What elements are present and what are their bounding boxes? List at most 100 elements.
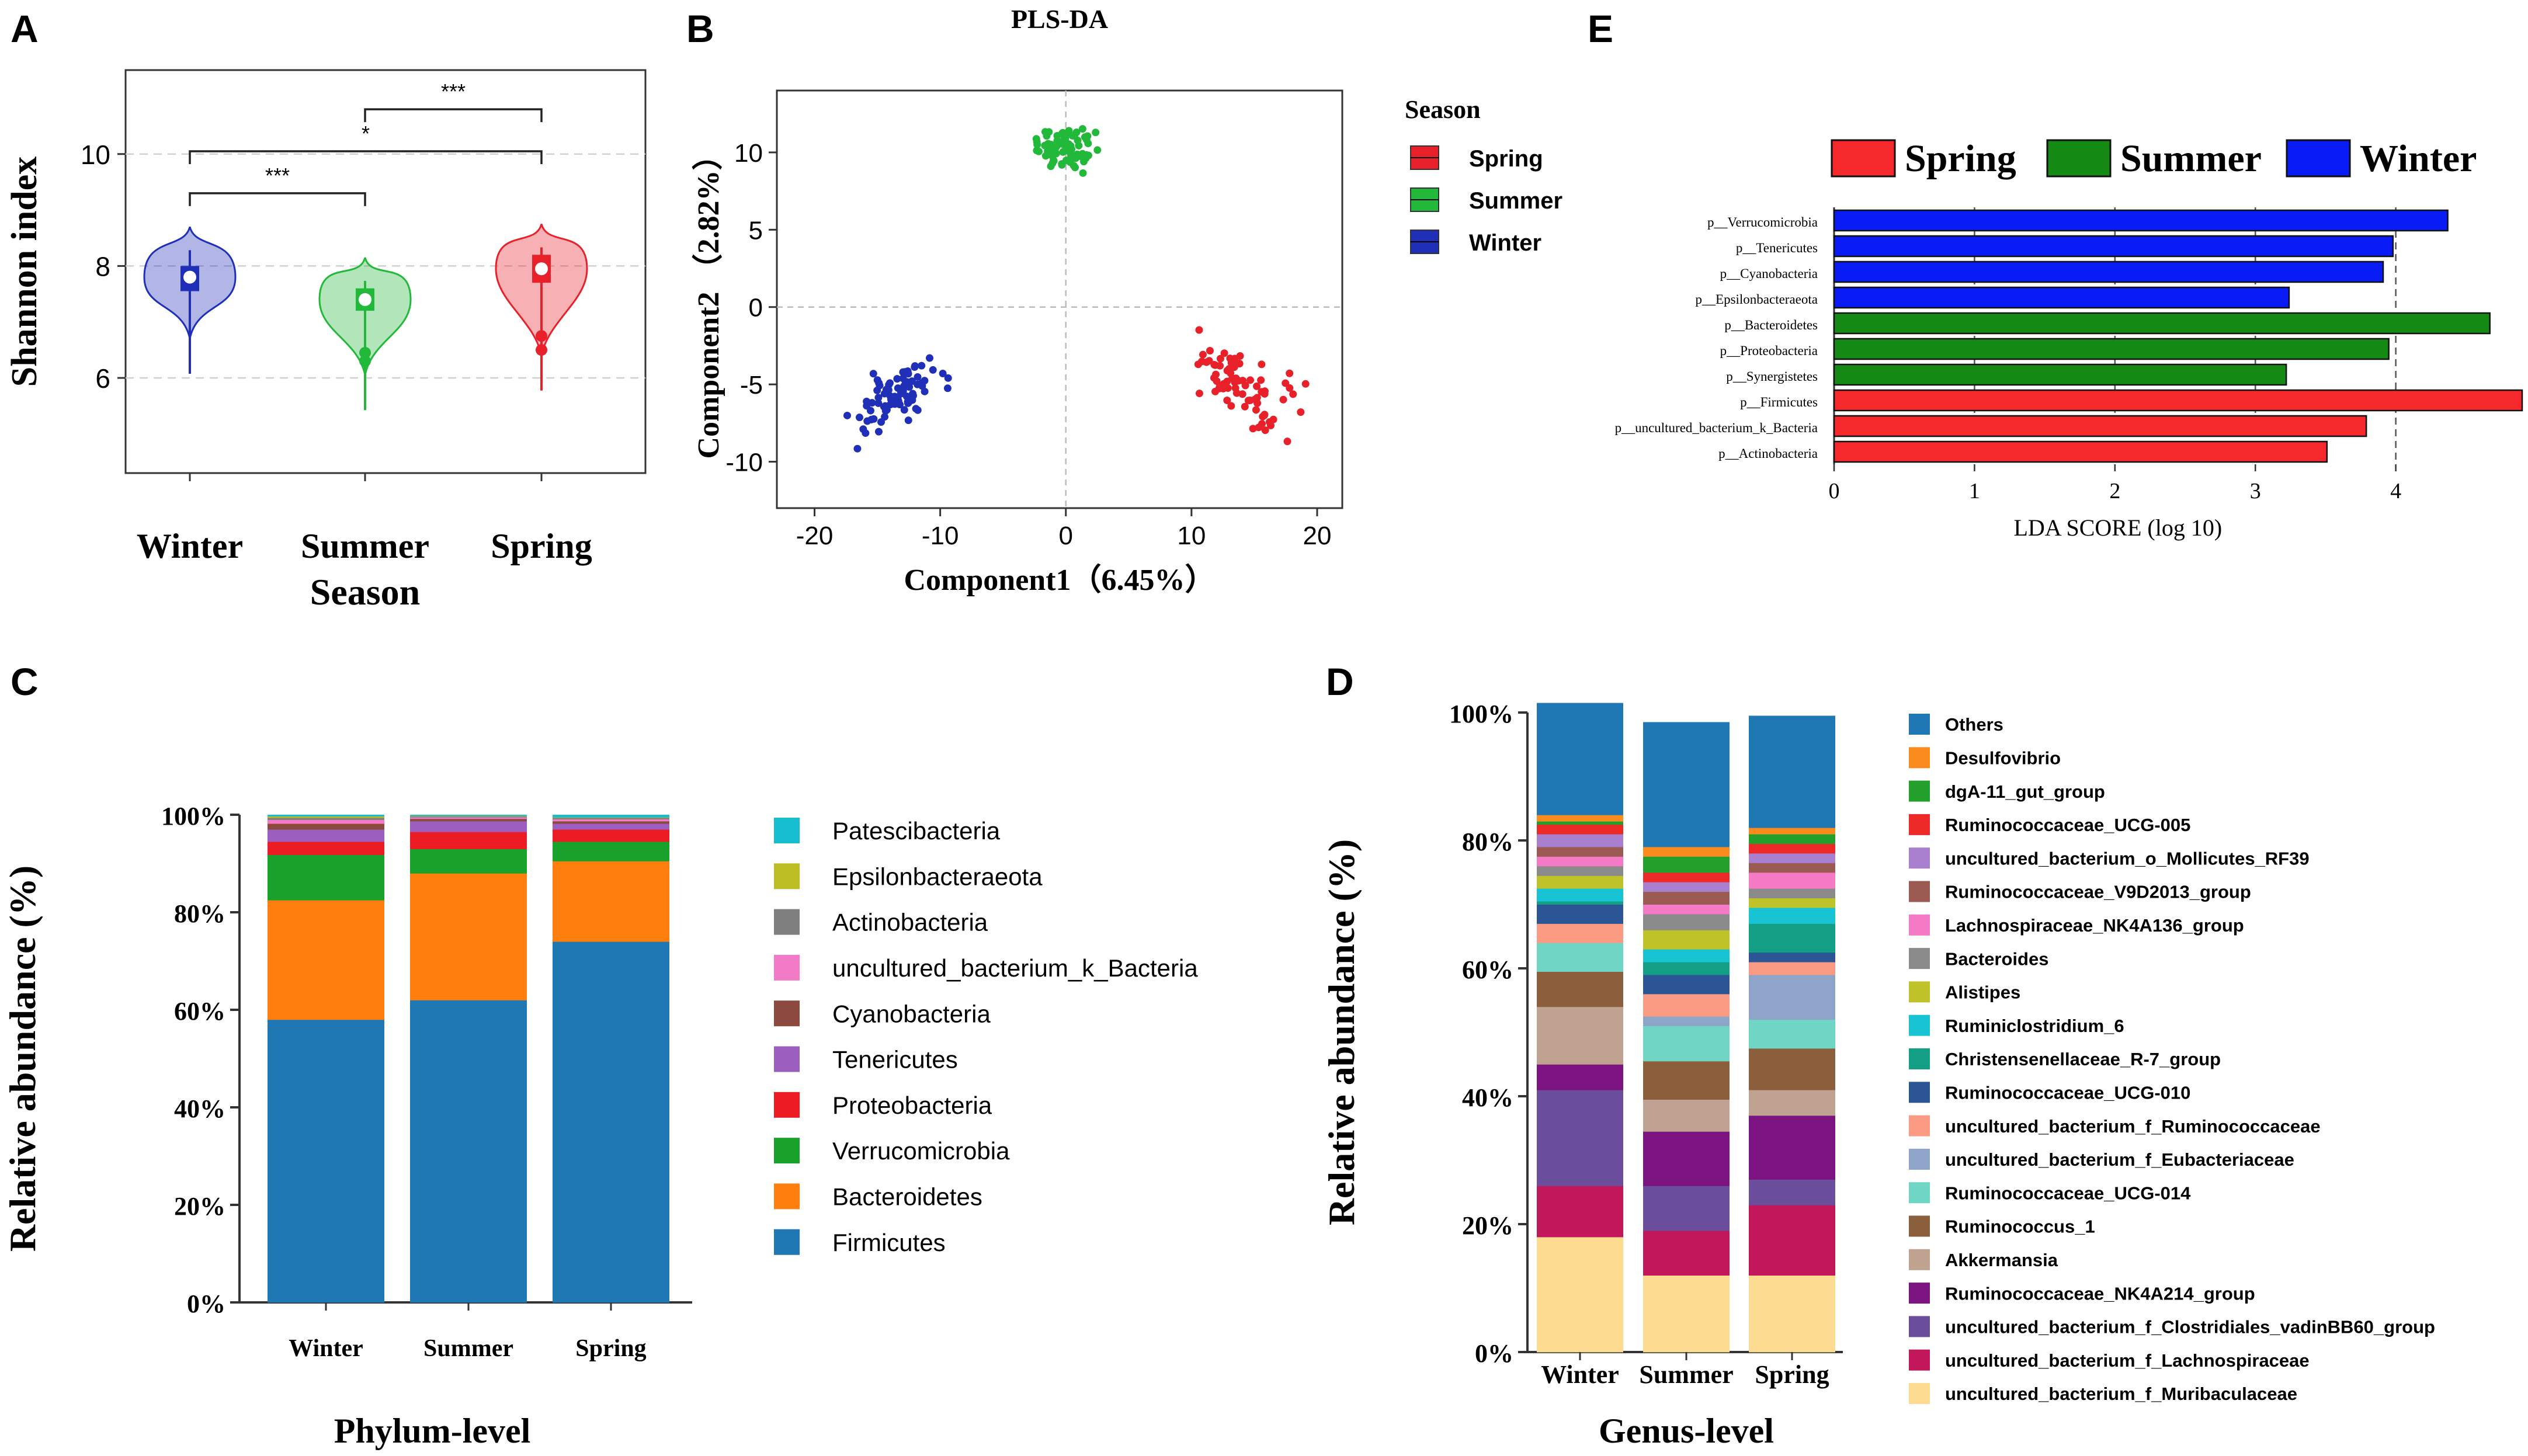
x-axis-title: Component1（6.45%）: [904, 563, 1215, 597]
bar-segment-ruminococcaceae-nk4a214-group: [1643, 1131, 1730, 1186]
point-spring: [1241, 402, 1249, 411]
y-tick-label: 100%: [161, 802, 225, 830]
point-winter: [918, 362, 926, 370]
legend-swatch-others: [1909, 714, 1930, 735]
bar-segment-desulfovibrio: [1749, 828, 1835, 835]
legend-label-dga-11-gut-group: dgA-11_gut_group: [1945, 781, 2105, 802]
point-winter: [899, 374, 907, 383]
point-winter: [904, 416, 912, 425]
point-summer: [1071, 164, 1079, 172]
legend-swatch-proteobacteria: [774, 1092, 800, 1118]
x-tick-label-summer: Summer: [1639, 1360, 1733, 1389]
y-tick-label: 10: [734, 139, 763, 168]
bar-segment-ruminococcaceae-ucg-010: [1749, 952, 1835, 962]
bar-segment-alistipes: [1749, 898, 1835, 908]
point-summer: [1093, 146, 1102, 154]
legend-label-ruminococcaceae-ucg-005: Ruminococcaceae_UCG-005: [1945, 815, 2190, 835]
point-spring: [1260, 390, 1269, 398]
y-tick-label: 5: [749, 216, 763, 245]
legend-label-patescibacteria: Patescibacteria: [832, 817, 1001, 845]
legend-label-lachnospiraceae-nk4a136-group: Lachnospiraceae_NK4A136_group: [1945, 915, 2244, 936]
legend-swatch-actinobacteria: [774, 909, 800, 935]
legend-swatch-bacteroides: [1909, 948, 1930, 969]
x-tick-label: 1: [1969, 479, 1980, 503]
point-spring: [1216, 355, 1224, 363]
panel-label-c: C: [11, 660, 39, 703]
legend-label-uncultured-bacterium-f-eubacteriaceae: uncultured_bacterium_f_Eubacteriaceae: [1945, 1149, 2294, 1170]
point-winter: [921, 387, 929, 395]
y-tick-label: 80%: [174, 899, 225, 928]
bar-segment-ruminococcaceae-ucg-005: [1643, 872, 1730, 882]
x-tick-label: 4: [2390, 479, 2401, 503]
bar-segment-uncultured-bacterium-f-lachnospiraceae: [1537, 1186, 1623, 1238]
point-summer: [1033, 147, 1041, 155]
point-spring: [1239, 377, 1247, 385]
point-spring: [1231, 384, 1239, 392]
legend-label-christensenellaceae-r-7-group: Christensenellaceae_R-7_group: [1945, 1049, 2221, 1069]
bar-segment-lachnospiraceae-nk4a136-group: [1749, 872, 1835, 889]
bar-segment-uncultured-bacterium-f-ruminococcaceae: [1749, 962, 1835, 975]
bar-segment-firmicutes: [553, 941, 669, 1303]
y-tick-label: 60%: [1462, 955, 1513, 984]
bar-segment-actinobacteria: [268, 818, 384, 820]
legend-swatch-ruminiclostridium-6: [1909, 1014, 1930, 1036]
point-winter: [899, 368, 907, 376]
bar-p-actinobacteria: [1833, 440, 2328, 463]
bar-segment-patescibacteria: [268, 815, 384, 817]
legend-swatch-bacteroidetes: [774, 1183, 800, 1210]
point-winter: [944, 374, 952, 382]
x-tick-label: 2: [2109, 479, 2120, 503]
point-winter: [869, 370, 877, 378]
category-label-p-synergistetes: p__Synergistetes: [1726, 369, 1818, 384]
bar-segment-bacteroidetes: [553, 861, 669, 942]
point-spring: [1269, 415, 1277, 423]
point-spring: [1252, 406, 1260, 414]
point-spring: [1230, 363, 1238, 371]
legend-swatch-uncultured-bacterium-f-ruminococcaceae: [1909, 1115, 1930, 1137]
legend-swatch-uncultured-bacterium-f-lachnospiraceae: [1909, 1349, 1930, 1371]
legend-label-actinobacteria: Actinobacteria: [832, 909, 988, 936]
point-spring: [1246, 376, 1254, 384]
significance-bracket: [364, 108, 543, 123]
outlier-point: [536, 330, 547, 342]
bar-segment-desulfovibrio: [1643, 846, 1730, 857]
bar-segment-bacteroides: [1537, 866, 1623, 876]
bar-p-epsilonbacteraeota: [1833, 286, 2290, 309]
bar-segment-ruminococcaceae-v9d2013-group: [1749, 863, 1835, 873]
point-spring: [1195, 390, 1203, 398]
bar-segment-ruminococcaceae-nk4a214-group: [1537, 1064, 1623, 1090]
point-spring: [1286, 369, 1294, 377]
bar-segment-uncultured-bacterium-f-eubacteriaceae: [1643, 1016, 1730, 1027]
bar-p-proteobacteria: [1833, 338, 2390, 360]
point-spring: [1227, 402, 1235, 410]
point-winter: [874, 428, 883, 436]
point-summer: [1060, 147, 1068, 155]
bar-segment-ruminococcus-1: [1643, 1061, 1730, 1100]
bar-segment-bacteroidetes: [410, 873, 527, 1000]
legend-label-spring: Spring: [1469, 146, 1543, 172]
bar-segment-uncultured-bacterium-f-lachnospiraceae: [1643, 1230, 1730, 1276]
bar-segment-uncultured-bacterium-k-bacteria: [268, 819, 384, 824]
y-tick-label: 20%: [174, 1192, 225, 1221]
legend-label-bacteroides: Bacteroides: [1945, 948, 2048, 969]
bar-segment-actinobacteria: [553, 818, 669, 820]
point-winter: [914, 373, 922, 381]
y-tick-label: 20%: [1462, 1211, 1513, 1240]
legend-swatch-patescibacteria: [774, 818, 800, 843]
panel-b-plsda-chart: PLS-DA -20 -10 0 10 20 -10 -5 0 5 10 Component1（6.4…: [692, 4, 1562, 597]
x-axis-title: Season: [310, 571, 421, 613]
point-winter: [896, 401, 904, 409]
bar-segment-dga-11-gut-group: [1749, 834, 1835, 844]
legend-label-uncultured-bacterium-f-ruminococcaceae: uncultured_bacterium_f_Ruminococcaceae: [1945, 1116, 2321, 1137]
point-spring: [1211, 387, 1220, 395]
category-label-p-proteobacteria: p__Proteobacteria: [1720, 343, 1818, 358]
point-spring: [1255, 423, 1263, 432]
median-spring: [535, 262, 548, 276]
bar-segment-actinobacteria: [410, 816, 527, 818]
outlier-point: [359, 355, 371, 367]
legend-label-bacteroidetes: Bacteroidetes: [832, 1183, 982, 1211]
bar-segment-patescibacteria: [410, 815, 527, 816]
category-label-p-cyanobacteria: p__Cyanobacteria: [1720, 266, 1818, 281]
point-winter: [868, 399, 876, 407]
y-tick-label: 100%: [1449, 700, 1513, 728]
